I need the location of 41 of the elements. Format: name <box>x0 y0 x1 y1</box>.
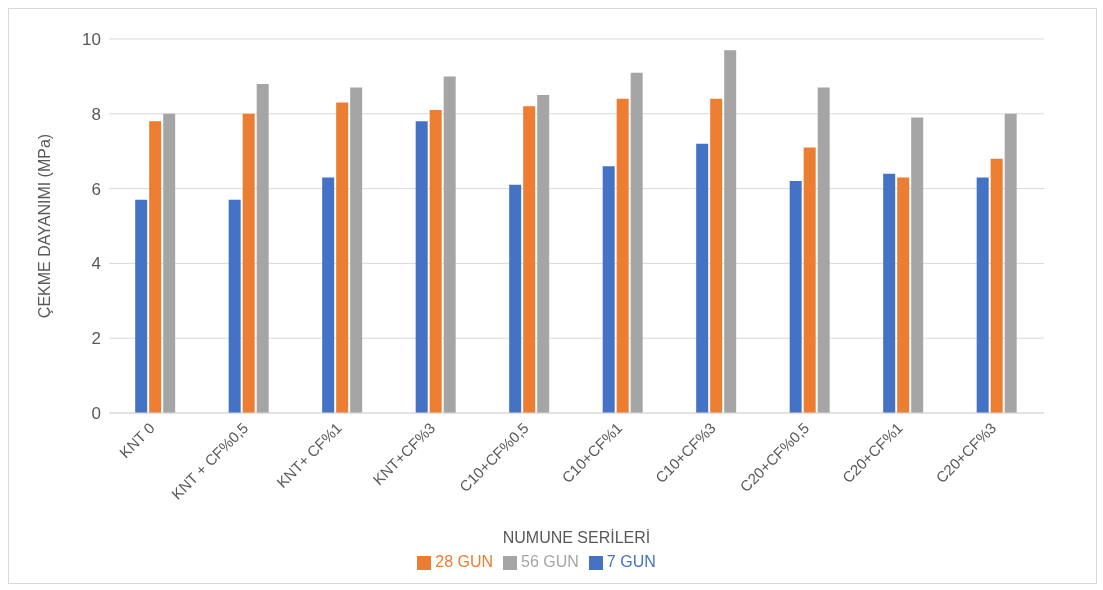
bar <box>630 72 643 413</box>
legend-label: 56 GUN <box>521 553 579 570</box>
bar <box>242 113 255 413</box>
bar <box>976 177 989 413</box>
x-axis-title: NUMUNE SERİLERİ <box>502 528 651 546</box>
bar <box>897 177 910 413</box>
legend-label: 28 GUN <box>435 553 494 570</box>
bar <box>724 50 737 413</box>
bar <box>1004 113 1017 413</box>
bar <box>228 199 241 413</box>
bar <box>803 147 816 413</box>
bar <box>911 117 924 413</box>
bar <box>443 76 456 413</box>
bar <box>509 184 522 413</box>
y-tick-label: 4 <box>91 254 101 274</box>
legend-label: 7 GUN <box>606 553 656 570</box>
bar <box>616 98 629 413</box>
bar <box>990 158 1003 413</box>
bar <box>336 102 349 413</box>
bar <box>256 83 269 413</box>
bar <box>135 199 148 413</box>
bar <box>350 87 363 413</box>
bar <box>883 173 896 413</box>
bar <box>817 87 830 413</box>
y-tick-label: 10 <box>82 30 101 50</box>
y-tick-label: 6 <box>91 179 101 199</box>
y-tick-label: 8 <box>91 104 101 124</box>
y-tick-label: 2 <box>91 329 101 349</box>
bar <box>602 166 615 413</box>
bar <box>429 110 442 413</box>
bar <box>149 121 162 413</box>
bar <box>710 98 723 413</box>
bar <box>322 177 335 413</box>
bar <box>696 143 709 413</box>
bar <box>163 113 176 413</box>
bar <box>523 106 536 413</box>
y-axis-title: ÇEKME DAYANIMI (MPa) <box>35 133 53 319</box>
bar <box>415 121 428 413</box>
y-tick-label: 0 <box>91 404 101 424</box>
bar <box>537 95 550 413</box>
bar <box>789 181 802 413</box>
